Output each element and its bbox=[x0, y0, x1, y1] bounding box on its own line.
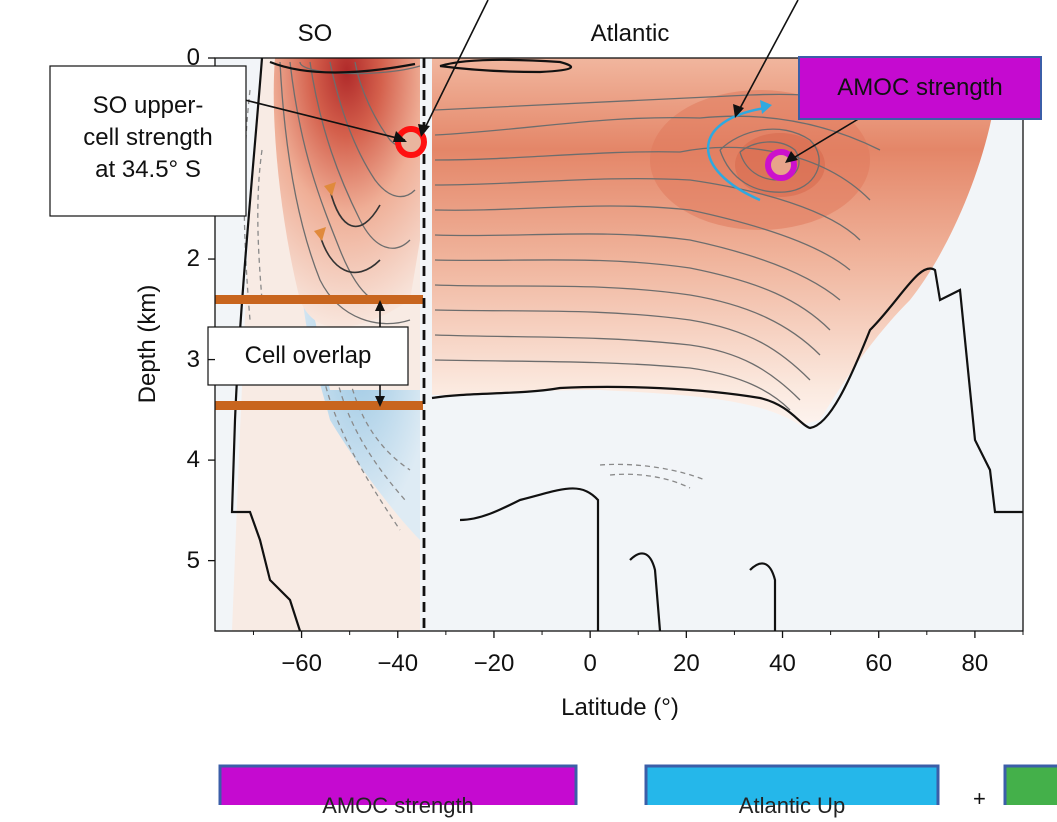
bottom-box-atlantic-text: Atlantic Up bbox=[738, 793, 846, 818]
y-ticks bbox=[208, 57, 215, 562]
y-axis-label: Depth (km) bbox=[134, 284, 161, 404]
plot-area bbox=[215, 58, 1023, 631]
atlantic-flow-arrowhead bbox=[760, 100, 772, 114]
x-axis-label: Latitude (°) bbox=[561, 694, 679, 721]
x-tick-label: −60 bbox=[281, 650, 322, 677]
bottom-box-amoc bbox=[218, 764, 578, 805]
leader-arrowheads bbox=[375, 104, 798, 407]
amoc-strength-box bbox=[798, 56, 1042, 120]
x-tick-label: −40 bbox=[377, 650, 419, 677]
bottom-box-green bbox=[1003, 764, 1057, 805]
x-tick-label: 0 bbox=[583, 650, 597, 677]
overlap-top-bar bbox=[215, 295, 423, 304]
y-tick-label: 2 bbox=[186, 245, 200, 273]
y-tick-label: 5 bbox=[186, 546, 200, 574]
bottom-box-atlantic bbox=[644, 764, 940, 805]
cell-overlap-box bbox=[207, 326, 409, 386]
atlantic-flow-arrow bbox=[706, 106, 766, 202]
y-tick-label: 0 bbox=[186, 44, 200, 71]
so-upper-cell-text: SO upper- cell strength at 34.5° S bbox=[83, 92, 213, 183]
so-flow-arrowheads bbox=[314, 182, 336, 241]
panel-label-so: SO bbox=[297, 20, 333, 47]
cell-overlap-text: Cell overlap bbox=[244, 342, 372, 369]
bottom-plus-sign: + bbox=[973, 786, 986, 805]
so-flow-arrows bbox=[319, 189, 381, 274]
x-tick-label: 60 bbox=[865, 650, 893, 677]
x-tick-label: 20 bbox=[672, 650, 700, 677]
x-tick-label: 80 bbox=[961, 650, 989, 677]
figure: + bbox=[49, 0, 1057, 805]
y-tick-label: 3 bbox=[186, 345, 200, 373]
x-tick-label: −20 bbox=[473, 650, 515, 677]
amoc-strength-text: AMOC strength bbox=[837, 74, 1003, 101]
bottom-box-amoc-text: AMOC strength bbox=[322, 793, 474, 818]
y-tick-label: 4 bbox=[186, 446, 200, 474]
panel-label-atlantic: Atlantic bbox=[590, 20, 670, 47]
leader-lines bbox=[244, 0, 861, 400]
so-upper-cell-box bbox=[49, 65, 247, 217]
x-ticks bbox=[252, 631, 1024, 638]
x-tick-label: 40 bbox=[769, 650, 796, 677]
overlap-bottom-bar bbox=[215, 401, 423, 410]
zero-contours bbox=[230, 58, 1023, 631]
